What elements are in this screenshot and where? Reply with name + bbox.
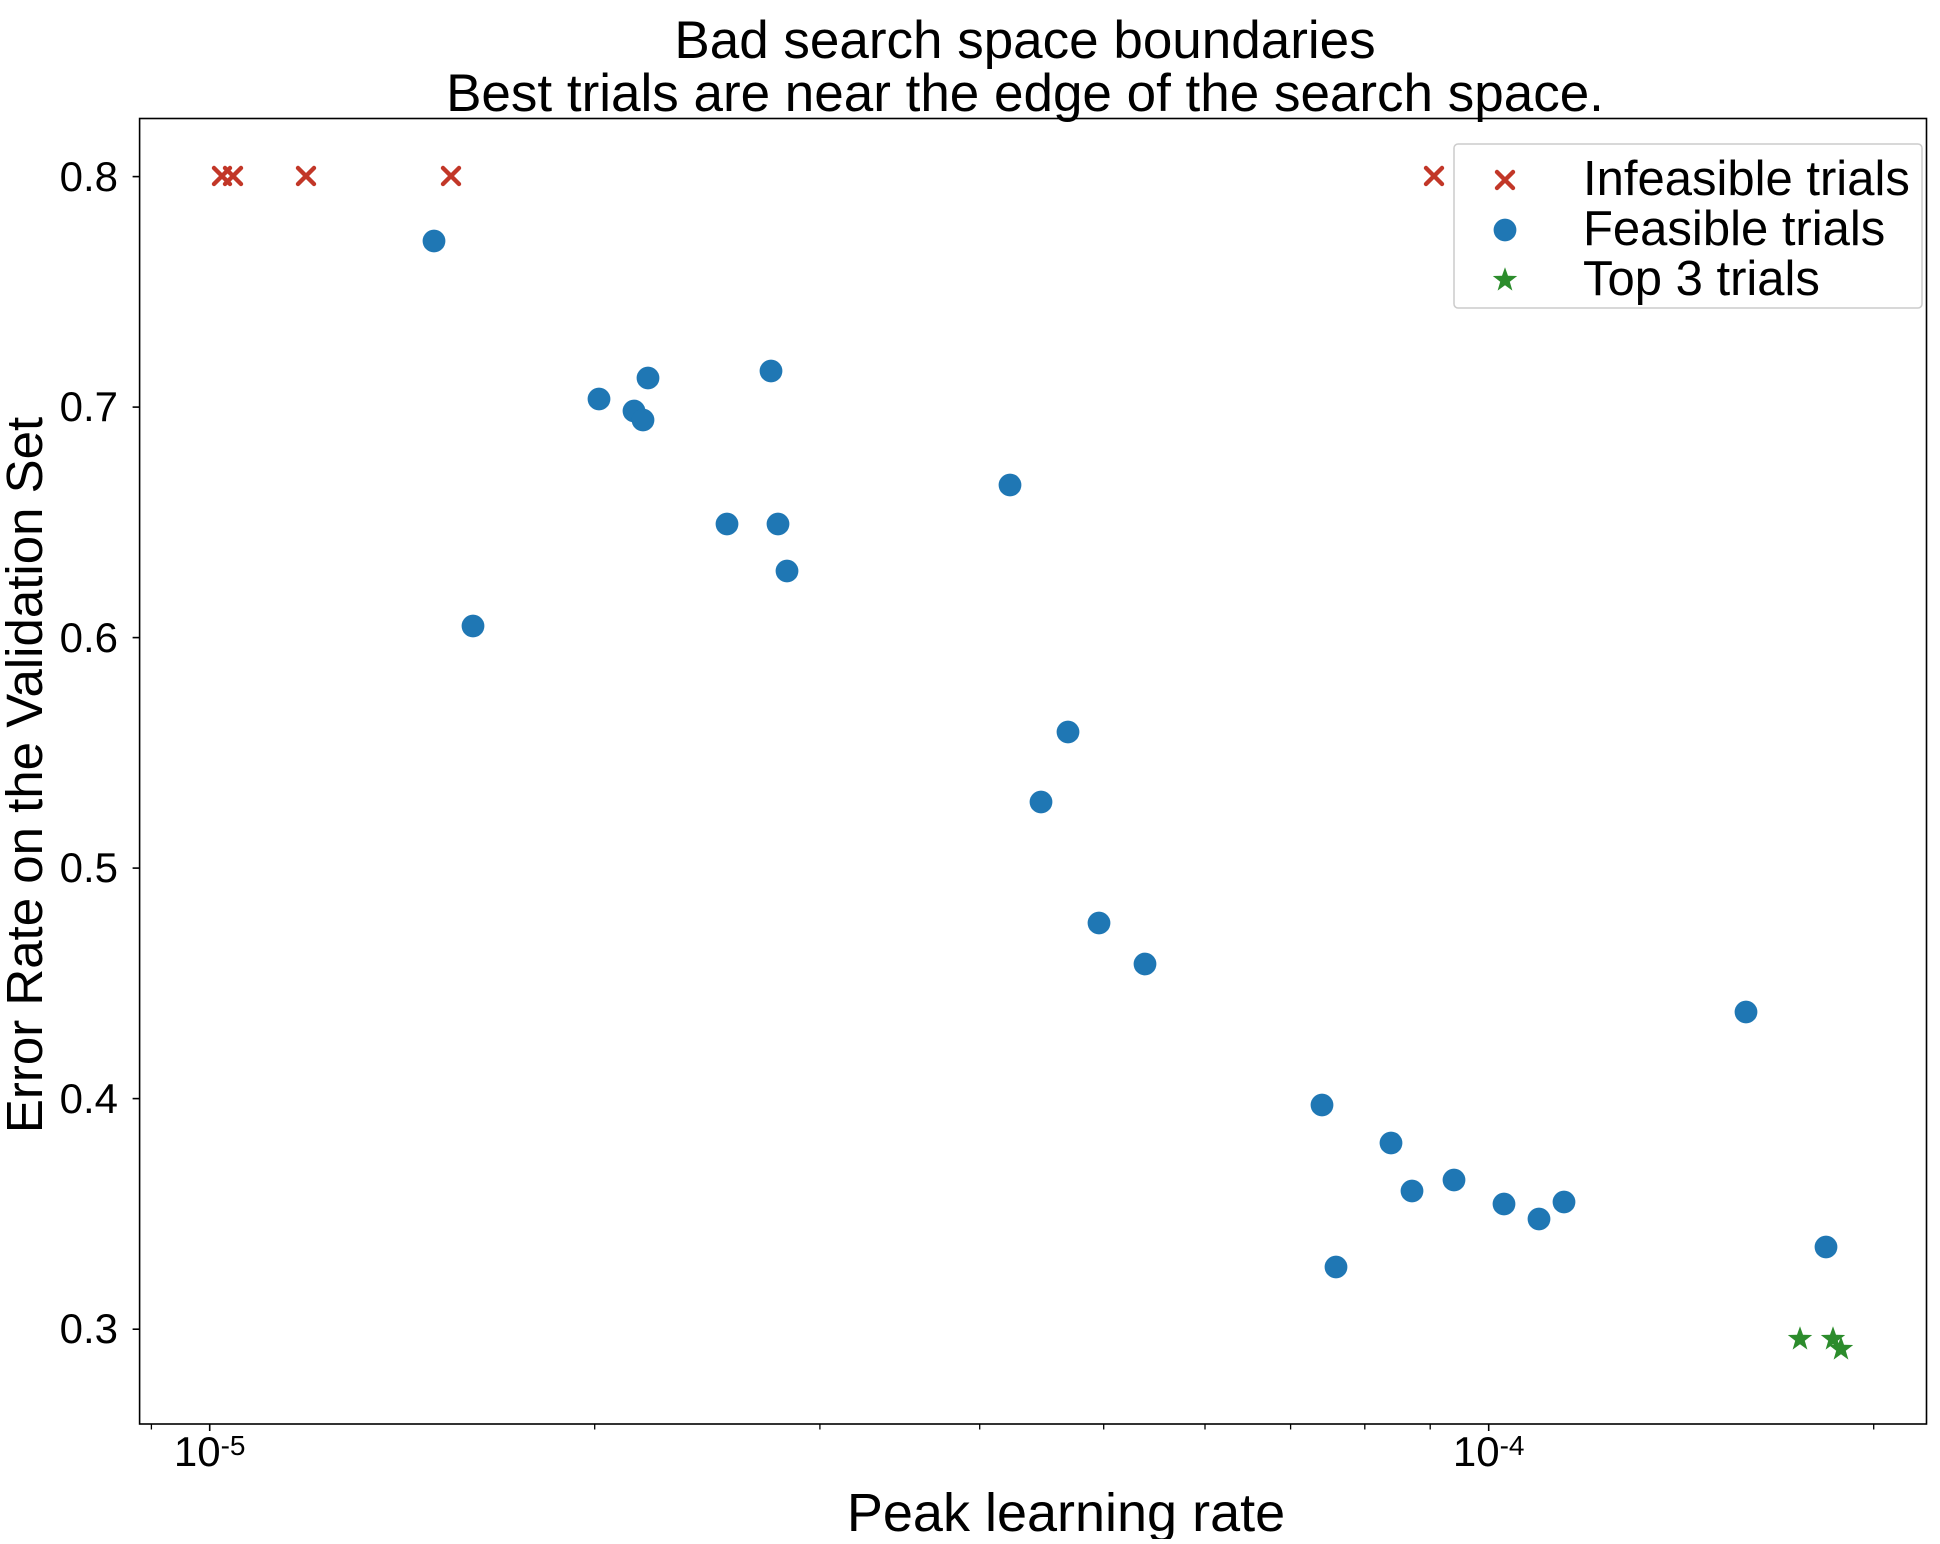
svg-text:Top 3 trials: Top 3 trials (1583, 252, 1820, 306)
svg-text:Peak learning rate: Peak learning rate (847, 1483, 1285, 1539)
svg-text:10-5: 10-5 (174, 1428, 246, 1475)
svg-text:0.3: 0.3 (60, 1305, 118, 1352)
svg-text:Infeasible trials: Infeasible trials (1583, 152, 1910, 206)
svg-text:Error Rate on the Validation S: Error Rate on the Validation Set (0, 417, 53, 1133)
svg-text:0.8: 0.8 (60, 153, 118, 200)
svg-text:10-4: 10-4 (1453, 1428, 1525, 1475)
svg-text:0.7: 0.7 (60, 383, 118, 430)
svg-text:Bad search space boundaries: Bad search space boundaries (674, 11, 1375, 70)
svg-text:0.4: 0.4 (60, 1075, 118, 1122)
svg-text:Feasible trials: Feasible trials (1583, 202, 1885, 256)
svg-text:Best trials are near the edge: Best trials are near the edge of the sea… (446, 64, 1604, 123)
svg-text:0.5: 0.5 (60, 844, 118, 891)
svg-text:0.6: 0.6 (60, 614, 118, 661)
